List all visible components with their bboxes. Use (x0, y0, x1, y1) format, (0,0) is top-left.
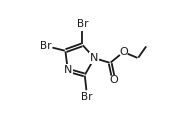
Text: Br: Br (40, 41, 52, 51)
Text: N: N (64, 65, 72, 75)
Text: Br: Br (77, 19, 88, 29)
Text: O: O (119, 47, 128, 57)
Text: Br: Br (81, 92, 93, 102)
Text: O: O (109, 75, 118, 85)
Text: N: N (90, 53, 99, 63)
